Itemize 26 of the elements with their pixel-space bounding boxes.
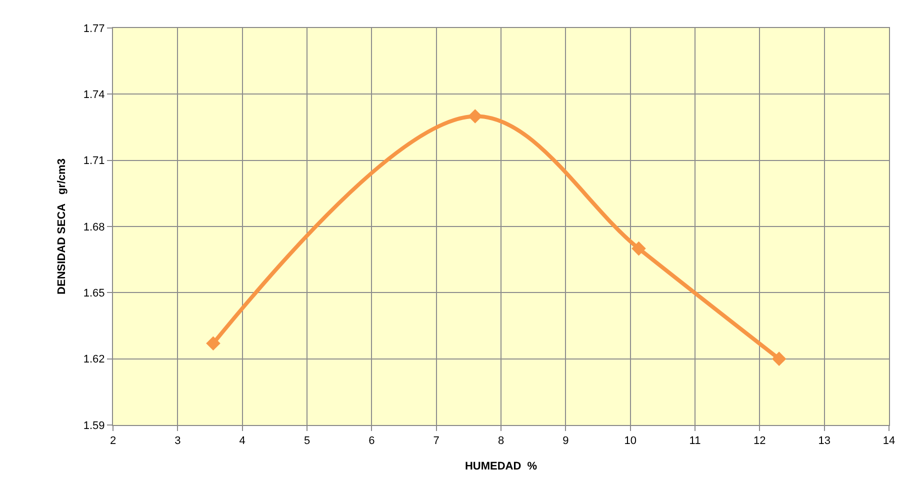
x-tick-label: 8 [498, 435, 504, 448]
point [468, 109, 482, 124]
x-tick-label: 7 [433, 435, 440, 448]
y-tick-label: 1.65 [83, 288, 105, 300]
x-tick-label: 5 [304, 435, 310, 448]
y-tick-label: 1.62 [83, 354, 105, 366]
x-tick-label: 10 [624, 435, 636, 448]
point [772, 352, 786, 366]
y-axis-title: DENSIDAD SECA gr/cm3 [56, 158, 68, 294]
x-tick-label: 9 [562, 435, 569, 448]
point [206, 336, 220, 351]
x-tick-label: 14 [882, 435, 896, 448]
y-tick-label: 1.74 [83, 89, 105, 102]
x-tick-label: 11 [689, 435, 701, 448]
x-tick-label: 4 [239, 435, 246, 448]
x-axis-title: HUMEDAD % [464, 460, 538, 472]
y-tick-label: 1.68 [83, 221, 105, 234]
x-tick-label: 13 [818, 435, 830, 448]
y-tick-label: 1.71 [83, 155, 105, 168]
y-tick-label: 1.77 [83, 22, 105, 35]
x-tick-label: 2 [110, 435, 116, 448]
x-tick-label: 12 [754, 435, 766, 448]
y-tick-label: 1.59 [83, 420, 105, 432]
x-tick-label: 3 [174, 435, 181, 448]
x-tick-label: 6 [368, 435, 375, 448]
point [632, 241, 646, 256]
